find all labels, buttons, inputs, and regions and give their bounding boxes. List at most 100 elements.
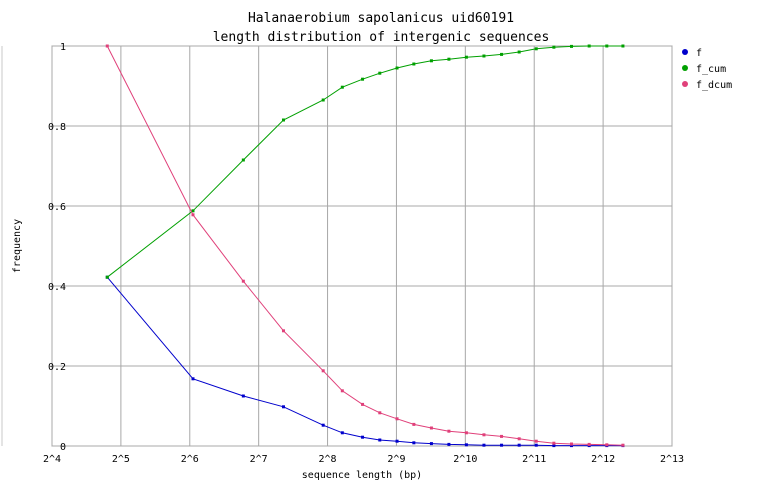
data-point-f_dcum bbox=[361, 402, 365, 406]
legend-item-f_cum: f_cum bbox=[682, 64, 726, 75]
series-f bbox=[105, 275, 625, 448]
x-tick-label: 2^9 bbox=[387, 454, 405, 465]
data-point-f_cum bbox=[395, 66, 399, 70]
y-axis-ticks: 0 0.2 0.4 0.6 0.8 1 bbox=[48, 42, 66, 453]
data-point-f bbox=[552, 444, 556, 448]
x-axis-ticks: 2^4 2^5 2^6 2^7 2^8 2^9 2^10 2^11 2^12 2^13 bbox=[43, 454, 684, 465]
data-point-f_dcum bbox=[241, 279, 245, 283]
data-point-f_cum bbox=[429, 59, 433, 63]
data-point-f_dcum bbox=[105, 44, 109, 48]
data-point-f_cum bbox=[191, 209, 195, 213]
data-point-f_dcum bbox=[500, 434, 504, 438]
x-tick-label: 2^5 bbox=[112, 454, 130, 465]
data-point-f_cum bbox=[552, 45, 556, 49]
y-axis-label: frequency bbox=[12, 219, 23, 273]
data-point-f_cum bbox=[587, 44, 591, 48]
chart-subtitle: length distribution of intergenic sequen… bbox=[213, 30, 550, 45]
data-point-f bbox=[361, 435, 365, 439]
data-point-f_cum bbox=[378, 71, 382, 75]
data-point-f bbox=[241, 394, 245, 398]
data-point-f_cum bbox=[534, 47, 538, 51]
legend: f f_cum f_dcum bbox=[682, 48, 732, 91]
data-point-f bbox=[482, 443, 486, 447]
data-point-f_cum bbox=[605, 44, 609, 48]
chart-title: Halanaerobium sapolanicus uid60191 bbox=[248, 11, 514, 26]
data-point-f bbox=[191, 377, 195, 381]
legend-label: f_dcum bbox=[696, 80, 732, 91]
data-point-f bbox=[321, 423, 325, 427]
data-point-f_dcum bbox=[621, 443, 625, 447]
y-tick-label: 1 bbox=[60, 42, 66, 53]
gridlines bbox=[51, 45, 673, 447]
x-tick-label: 2^8 bbox=[319, 454, 337, 465]
data-point-f_cum bbox=[281, 118, 285, 122]
legend-label: f bbox=[696, 48, 702, 59]
data-point-f_dcum bbox=[281, 329, 285, 333]
data-point-f_dcum bbox=[429, 426, 433, 430]
data-point-f_dcum bbox=[464, 431, 468, 435]
legend-marker bbox=[682, 65, 688, 71]
legend-marker bbox=[682, 81, 688, 87]
data-point-f_dcum bbox=[447, 429, 451, 433]
x-axis-label: sequence length (bp) bbox=[302, 470, 422, 481]
x-tick-label: 2^10 bbox=[453, 454, 477, 465]
legend-marker bbox=[682, 49, 688, 55]
data-point-f_cum bbox=[482, 54, 486, 58]
plot-area bbox=[51, 45, 673, 447]
series-f_cum bbox=[105, 44, 625, 279]
x-tick-label: 2^11 bbox=[522, 454, 546, 465]
x-tick-label: 2^12 bbox=[591, 454, 615, 465]
data-point-f bbox=[281, 405, 285, 409]
y-tick-label: 0.8 bbox=[48, 122, 66, 133]
data-point-f_cum bbox=[361, 77, 365, 81]
data-point-f bbox=[429, 442, 433, 446]
series-line-f_dcum bbox=[106, 45, 623, 446]
series-line-f_cum bbox=[106, 45, 623, 278]
data-point-f_cum bbox=[241, 158, 245, 162]
data-point-f bbox=[447, 442, 451, 446]
data-point-f_dcum bbox=[517, 437, 521, 441]
x-tick-label: 2^6 bbox=[181, 454, 199, 465]
y-tick-label: 0.4 bbox=[48, 282, 66, 293]
y-tick-label: 0.2 bbox=[48, 362, 66, 373]
data-point-f_dcum bbox=[552, 441, 556, 445]
data-point-f bbox=[412, 441, 416, 445]
data-point-f_cum bbox=[517, 50, 521, 54]
data-point-f_dcum bbox=[412, 422, 416, 426]
data-point-f_cum bbox=[105, 275, 109, 279]
data-point-f bbox=[340, 431, 344, 435]
data-point-f bbox=[570, 444, 573, 448]
data-point-f_dcum bbox=[605, 443, 609, 447]
data-point-f_dcum bbox=[191, 213, 195, 217]
data-point-f_cum bbox=[500, 52, 504, 56]
data-point-f bbox=[534, 443, 538, 447]
data-point-f_cum bbox=[570, 44, 573, 48]
data-point-f bbox=[378, 438, 382, 442]
data-point-f bbox=[517, 443, 521, 447]
data-point-f_dcum bbox=[482, 433, 486, 437]
series-line-f bbox=[106, 276, 623, 447]
data-point-f_dcum bbox=[321, 369, 325, 373]
series-layer bbox=[105, 44, 625, 448]
y-tick-label: 0.6 bbox=[48, 202, 66, 213]
data-point-f_cum bbox=[447, 57, 451, 61]
data-point-f_dcum bbox=[534, 439, 538, 443]
x-tick-label: 2^4 bbox=[43, 454, 61, 465]
legend-item-f: f bbox=[682, 48, 702, 59]
data-point-f_dcum bbox=[395, 417, 399, 421]
x-tick-label: 2^7 bbox=[250, 454, 268, 465]
y-tick-label: 0 bbox=[60, 442, 66, 453]
data-point-f bbox=[464, 443, 468, 447]
legend-label: f_cum bbox=[696, 64, 726, 75]
series-f_dcum bbox=[105, 44, 625, 447]
data-point-f bbox=[395, 439, 399, 443]
data-point-f_dcum bbox=[378, 411, 382, 415]
data-point-f bbox=[500, 443, 504, 447]
x-tick-label: 2^13 bbox=[660, 454, 684, 465]
data-point-f_cum bbox=[340, 85, 344, 89]
data-point-f_cum bbox=[621, 44, 625, 48]
data-point-f_cum bbox=[464, 55, 468, 59]
data-point-f_cum bbox=[321, 98, 325, 102]
data-point-f_cum bbox=[412, 62, 416, 66]
